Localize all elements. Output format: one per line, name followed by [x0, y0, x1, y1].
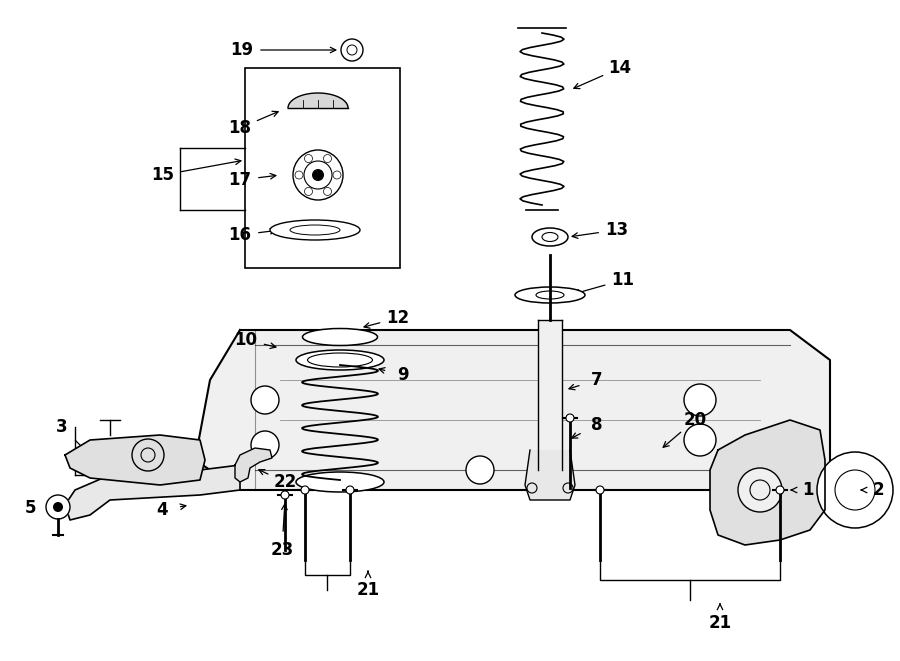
Ellipse shape: [296, 472, 384, 492]
Text: 20: 20: [683, 411, 706, 429]
Text: 17: 17: [229, 171, 252, 189]
Text: 22: 22: [274, 473, 297, 491]
Ellipse shape: [532, 228, 568, 246]
Circle shape: [341, 39, 363, 61]
Circle shape: [346, 486, 354, 494]
Circle shape: [251, 431, 279, 459]
Text: 3: 3: [56, 418, 68, 436]
Text: 19: 19: [230, 41, 254, 59]
Circle shape: [776, 486, 784, 494]
Text: 21: 21: [708, 614, 732, 632]
Circle shape: [293, 150, 343, 200]
Text: 23: 23: [270, 541, 293, 559]
Text: 6: 6: [112, 446, 124, 464]
Bar: [538, 320, 562, 470]
Circle shape: [304, 155, 312, 163]
Bar: [245, 68, 400, 268]
Ellipse shape: [296, 350, 384, 370]
Circle shape: [323, 155, 331, 163]
Circle shape: [738, 468, 782, 512]
Circle shape: [53, 502, 63, 512]
Circle shape: [566, 414, 574, 422]
Text: 12: 12: [386, 309, 410, 327]
Circle shape: [46, 495, 70, 519]
Polygon shape: [710, 420, 825, 545]
Circle shape: [596, 486, 604, 494]
Circle shape: [301, 486, 309, 494]
Circle shape: [817, 452, 893, 528]
Text: 18: 18: [229, 119, 251, 137]
Polygon shape: [65, 465, 240, 520]
Polygon shape: [235, 448, 272, 482]
Text: 16: 16: [229, 226, 251, 244]
Polygon shape: [195, 330, 830, 490]
Text: 15: 15: [151, 166, 175, 184]
Ellipse shape: [270, 220, 360, 240]
Text: 21: 21: [356, 581, 380, 599]
Polygon shape: [65, 435, 205, 485]
Text: 4: 4: [157, 501, 167, 519]
Circle shape: [295, 171, 303, 179]
Text: 13: 13: [606, 221, 628, 239]
Circle shape: [684, 384, 716, 416]
Ellipse shape: [302, 329, 377, 346]
Text: 10: 10: [235, 331, 257, 349]
Circle shape: [251, 386, 279, 414]
Text: 9: 9: [397, 366, 409, 384]
Circle shape: [281, 491, 289, 499]
Circle shape: [132, 439, 164, 471]
Text: 11: 11: [611, 271, 634, 289]
Text: 2: 2: [872, 481, 884, 499]
Text: 7: 7: [591, 371, 603, 389]
Circle shape: [323, 188, 331, 196]
Circle shape: [312, 169, 324, 181]
Circle shape: [466, 456, 494, 484]
Circle shape: [304, 188, 312, 196]
Text: 8: 8: [591, 416, 603, 434]
Text: 14: 14: [608, 59, 632, 77]
Circle shape: [333, 171, 341, 179]
Text: 5: 5: [24, 499, 36, 517]
Polygon shape: [525, 450, 575, 500]
Circle shape: [684, 424, 716, 456]
Text: 1: 1: [802, 481, 814, 499]
Ellipse shape: [515, 287, 585, 303]
